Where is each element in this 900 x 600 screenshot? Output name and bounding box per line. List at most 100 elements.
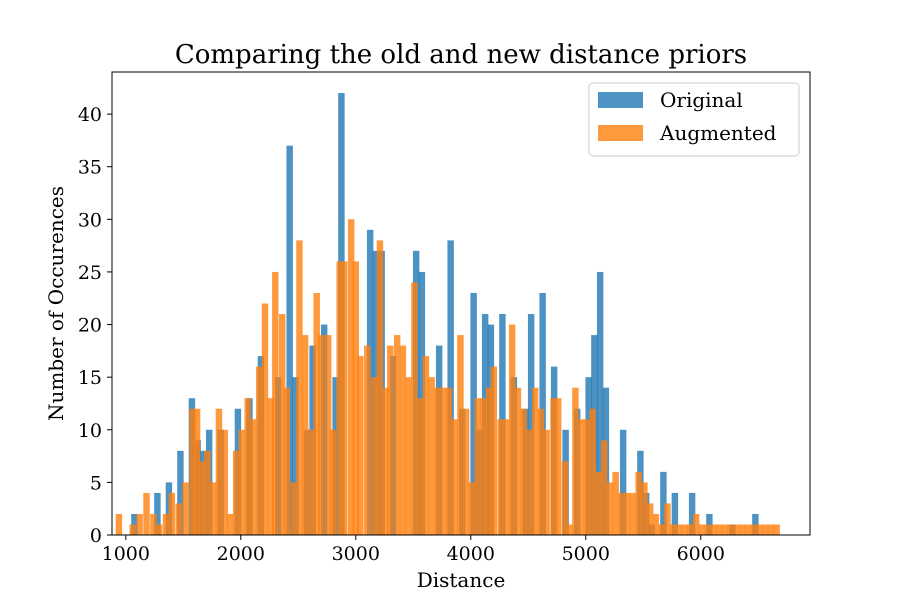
histogram-bar-augmented [744,524,752,535]
histogram-bar-original [596,271,604,535]
histogram-bar-augmented [204,450,211,535]
histogram-bar-augmented [727,524,734,535]
y-axis: 0 5 10 15 20 25 30 35 40 [78,104,112,547]
y-tick-label: 20 [78,315,102,337]
histogram-bar-augmented [658,524,665,535]
histogram-bar-augmented [301,335,309,535]
histogram-bar-augmented [352,261,359,535]
histogram-bar-augmented [227,513,234,535]
histogram-bar-augmented [681,524,688,535]
y-tick-label: 35 [78,157,102,179]
histogram-bar-augmented [290,482,297,535]
histogram-bar-augmented [150,513,157,535]
histogram-bar-augmented [357,356,364,535]
histogram-bar-augmented [561,461,569,535]
histogram-bar-augmented [497,419,504,535]
y-tick-label: 15 [78,367,102,389]
histogram-bar-augmented [606,482,614,535]
histogram-bar-original [154,492,161,535]
histogram-bar-original [688,492,696,535]
y-tick-label: 10 [78,420,102,442]
y-tick-label: 5 [90,472,102,494]
histogram-bar-augmented [514,387,522,535]
histogram-bar-augmented [278,314,286,535]
y-tick-label: 25 [78,262,102,284]
histogram-bar-original [527,314,535,535]
histogram-bar-augmented [623,492,631,535]
histogram-bar-augmented [566,524,573,535]
histogram-bar-augmented [296,240,303,536]
legend-swatch-original [598,92,643,108]
histogram-bar-augmented [572,387,579,535]
histogram-bar-augmented [416,398,424,535]
histogram-bar-original [660,471,667,535]
x-axis-label: Distance [417,568,506,592]
histogram-bar-augmented [537,408,545,535]
plot-frame [111,71,811,536]
histogram-bar-augmented [577,419,585,535]
legend-label-original: Original [660,88,743,112]
histogram-bar-augmented [238,429,246,535]
histogram-bar-augmented [629,492,637,535]
histogram-bar-augmented [129,524,136,535]
histogram-bar-augmented [376,240,384,536]
histogram-bar-augmented [767,524,775,535]
histogram-bar-augmented [600,440,608,535]
histogram-bar-augmented [715,524,723,535]
histogram-bar-augmented [244,398,251,535]
histogram-bar-augmented [692,513,700,535]
histogram-bar-augmented [250,419,257,535]
histogram-bar-augmented [451,419,458,535]
x-tick-label: 1000 [102,543,150,565]
histogram-bar-augmented [255,366,263,535]
histogram-bar-augmented [175,503,182,535]
y-tick-label: 30 [78,209,102,231]
legend-label-augmented: Augmented [659,121,777,145]
histogram-bar-augmented [347,219,355,535]
histogram-bar-augmented [468,482,476,535]
histogram-bar-augmented [733,524,740,535]
histogram-bar-augmented [370,377,378,535]
histogram-bar-augmented [411,282,418,535]
x-tick-label: 2000 [217,543,265,565]
histogram-bar-augmented [698,524,706,535]
histogram-bar-augmented [387,345,394,535]
histogram-bar-augmented [329,429,336,535]
histogram-bar-original [470,292,477,535]
histogram-bar-augmented [313,292,320,535]
histogram-bar-augmented [457,335,464,535]
histogram-bar-original [292,377,299,535]
series-augmented-bars [115,219,780,536]
histogram-bar-augmented [490,366,497,535]
histogram-bar-augmented [399,345,407,535]
histogram-bar-augmented [136,513,143,535]
histogram-bar-augmented [267,398,274,535]
histogram-bar-augmented [307,429,315,535]
histogram-bar-original [671,492,679,535]
histogram-bar-augmented [428,377,435,535]
histogram-bar-augmented [738,524,746,535]
histogram-bar-augmented [422,356,430,535]
x-tick-label: 5000 [562,543,610,565]
histogram-bar-augmented [445,387,453,535]
histogram-bar-augmented [508,324,516,535]
histogram-bar-augmented [773,524,780,535]
x-tick-label: 3000 [332,543,380,565]
histogram-bar-augmented [687,524,694,535]
histogram-bar-augmented [143,492,150,535]
histogram-bar-augmented [618,492,625,535]
histogram-bar-augmented [439,387,447,535]
histogram-bar-augmented [318,335,325,535]
histogram-bar-augmented [480,398,487,535]
histogram-bar-augmented [531,387,539,535]
histogram-bar-augmented [669,524,677,535]
histogram-bar-augmented [182,482,189,535]
histogram-bar-augmented [550,398,557,535]
histogram-bar-augmented [168,492,176,535]
x-axis: 1000 2000 3000 4000 5000 6000 [102,535,725,565]
histogram-bar-augmented [115,513,123,535]
histogram-bar-augmented [434,387,441,535]
histogram-bar-augmented [652,513,660,535]
histogram-bar-augmented [583,419,591,535]
histogram-bar-augmented [485,387,493,535]
